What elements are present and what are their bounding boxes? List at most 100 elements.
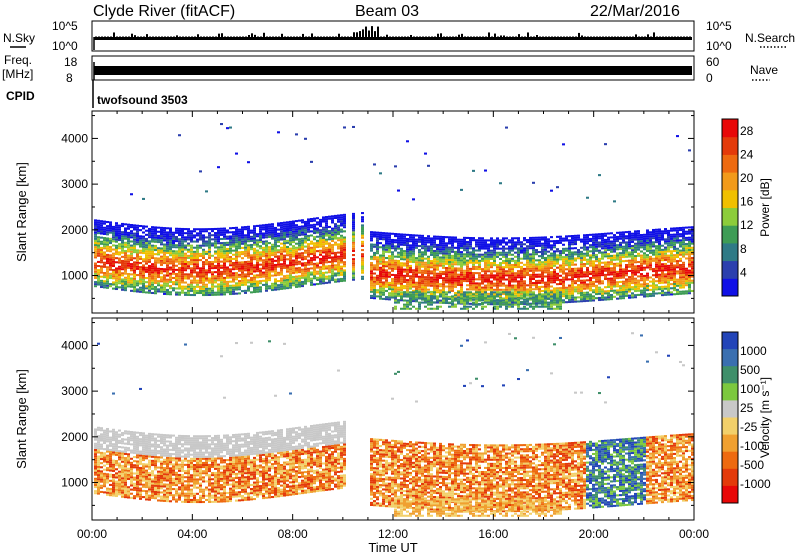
scatter-cell — [487, 247, 490, 250]
scatter-cell — [571, 243, 574, 246]
scatter-cell — [220, 281, 223, 284]
nsky-spike — [329, 36, 331, 37]
scatter-cell — [211, 281, 214, 284]
scatter-cell — [460, 188, 463, 191]
scatter-cell — [391, 290, 394, 293]
scatter-cell — [442, 242, 445, 245]
scatter-cell — [433, 249, 436, 252]
scatter-cell — [130, 193, 133, 196]
scatter-cell — [316, 262, 319, 265]
scatter-cell — [361, 249, 364, 252]
nsky-spike — [665, 36, 667, 37]
scatter-cell — [454, 281, 457, 284]
scatter-cell — [169, 276, 172, 279]
scatter-cell — [448, 256, 451, 259]
scatter-cell — [241, 290, 244, 293]
scatter-cell — [178, 227, 181, 230]
scatter-cell — [577, 288, 580, 291]
scatter-cell — [160, 239, 163, 242]
scatter-cell — [145, 239, 148, 243]
scatter-cell — [259, 290, 262, 293]
scatter-cell — [460, 242, 463, 245]
scatter-cell — [430, 241, 433, 244]
scatter-cell — [568, 298, 571, 301]
scatter-cell — [328, 281, 331, 284]
scatter-cell — [415, 242, 418, 245]
nsky-spike — [662, 36, 664, 37]
scatter-cell — [535, 302, 538, 305]
scatter-cell — [289, 251, 292, 254]
scatter-cell — [493, 292, 496, 295]
scatter-cell — [595, 280, 598, 283]
scatter-cell — [295, 248, 298, 251]
scatter-cell — [220, 274, 223, 278]
scatter-cell — [586, 293, 589, 296]
scatter-cell — [127, 246, 130, 249]
scatter-cell — [460, 247, 463, 250]
scatter-cell — [202, 230, 205, 233]
scatter-cell — [151, 291, 154, 295]
scatter-cell — [496, 286, 499, 289]
nsky-spike — [668, 36, 670, 37]
scatter-cell — [373, 243, 376, 246]
scatter-cell — [247, 236, 250, 239]
scatter-cell — [307, 226, 310, 229]
scatter-cell — [340, 220, 343, 223]
scatter-cell — [568, 292, 571, 295]
scatter-cell — [196, 261, 199, 264]
scatter-cell — [526, 274, 529, 277]
scatter-cell — [421, 247, 424, 250]
scatter-cell — [589, 285, 592, 288]
scatter-cell — [376, 262, 379, 265]
scatter-cell — [151, 263, 154, 266]
scatter-cell — [493, 291, 496, 294]
scatter-cell — [163, 255, 166, 258]
scatter-cell — [199, 269, 202, 272]
scatter-cell — [565, 274, 568, 277]
scatter-cell — [325, 226, 328, 229]
scatter-cell — [322, 218, 325, 221]
scatter-cell — [277, 238, 280, 241]
nsky-spike — [122, 36, 124, 37]
scatter-cell — [322, 232, 325, 235]
scatter-cell — [250, 235, 253, 238]
nsky-spike — [107, 36, 109, 37]
scatter-cell — [229, 280, 232, 283]
nsky-spike — [638, 36, 640, 37]
scatter-cell — [493, 249, 496, 252]
scatter-cell — [472, 296, 475, 299]
scatter-cell — [442, 260, 445, 263]
scatter-cell — [457, 267, 460, 270]
scatter-cell — [199, 230, 202, 233]
scatter-cell — [238, 238, 241, 241]
nsky-spike — [545, 36, 547, 37]
scatter-cell — [268, 252, 271, 255]
scatter-cell — [352, 125, 355, 128]
scatter-cell — [565, 260, 568, 263]
scatter-cell — [517, 251, 520, 254]
scatter-cell — [112, 260, 115, 263]
scatter-cell — [379, 242, 382, 245]
scatter-cell — [298, 227, 301, 230]
scatter-cell — [127, 248, 130, 251]
scatter-cell — [460, 244, 463, 248]
scatter-cell — [448, 277, 451, 280]
scatter-cell — [109, 272, 112, 275]
scatter-cell — [178, 258, 181, 261]
scatter-cell — [559, 241, 562, 244]
scatter-cell — [313, 275, 316, 278]
scatter-cell — [133, 277, 136, 280]
scatter-cell — [502, 249, 505, 252]
scatter-cell — [544, 246, 547, 249]
scatter-cell — [424, 280, 427, 283]
scatter-cell — [592, 295, 595, 298]
scatter-cell — [262, 250, 265, 254]
scatter-cell — [280, 283, 283, 286]
scatter-cell — [553, 275, 556, 278]
scatter-cell — [109, 239, 112, 242]
scatter-cell — [148, 291, 151, 294]
scatter-cell — [196, 267, 199, 270]
scatter-cell — [577, 271, 580, 274]
scatter-cell — [226, 258, 229, 261]
scatter-cell — [337, 247, 340, 250]
